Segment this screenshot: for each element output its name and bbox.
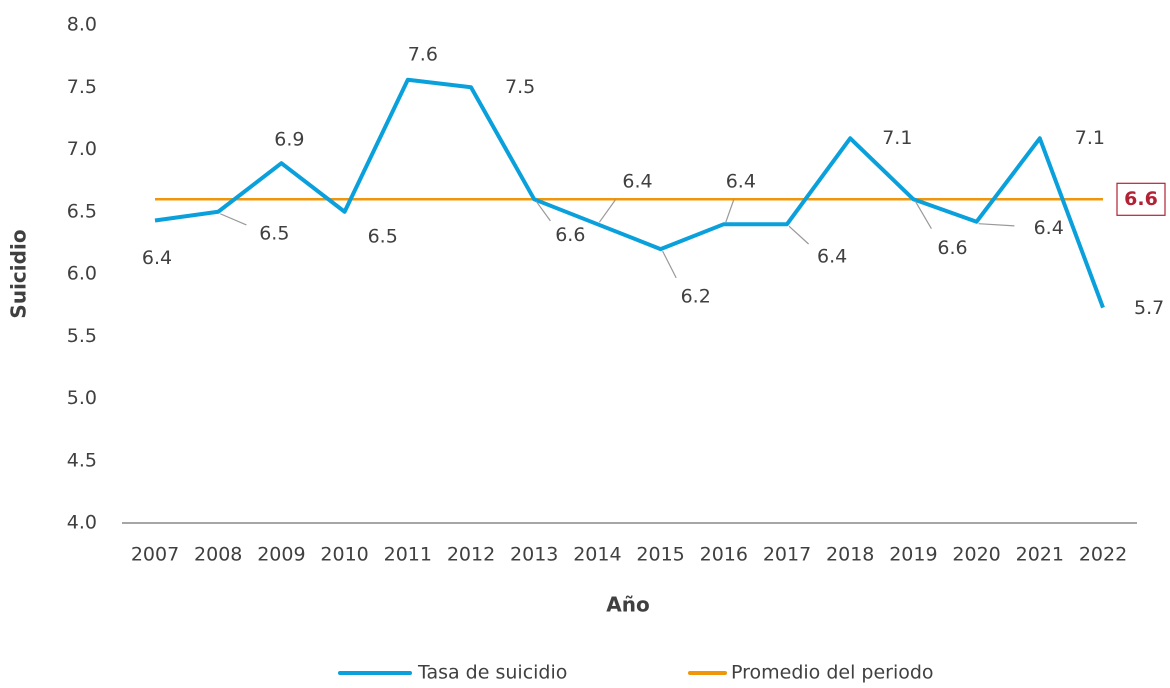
y-tick-label: 8.0 — [67, 14, 97, 36]
x-tick-label: 2016 — [700, 544, 748, 566]
x-tick-label: 2018 — [826, 544, 874, 566]
x-tick-label: 2014 — [573, 544, 621, 566]
y-tick-label: 7.0 — [67, 138, 97, 160]
data-label: 6.5 — [368, 225, 398, 247]
y-axis-title: Suicidio — [7, 229, 31, 318]
y-tick-label: 4.5 — [67, 449, 97, 471]
x-tick-label: 2022 — [1079, 544, 1127, 566]
data-label: 6.4 — [142, 247, 172, 269]
y-tick-label: 6.0 — [67, 263, 97, 285]
leader-line — [914, 200, 932, 230]
y-tick-label: 4.0 — [67, 512, 97, 534]
y-tick-label: 7.5 — [67, 76, 97, 98]
leader-line — [662, 250, 677, 279]
data-label: 6.6 — [555, 224, 585, 246]
x-tick-label: 2010 — [320, 544, 368, 566]
leader-line — [219, 213, 247, 226]
data-label: 6.4 — [817, 246, 847, 268]
x-tick-label: 2015 — [636, 544, 684, 566]
data-label: 6.4 — [622, 171, 652, 193]
leader-line — [598, 198, 617, 223]
x-tick-label: 2013 — [510, 544, 558, 566]
data-label: 7.1 — [1075, 127, 1105, 149]
data-label: 6.2 — [681, 286, 711, 308]
data-label: 6.4 — [1034, 217, 1064, 239]
y-tick-label: 5.5 — [67, 325, 97, 347]
x-tick-label: 2011 — [384, 544, 432, 566]
x-tick-label: 2007 — [131, 544, 179, 566]
x-axis-title: Año — [606, 593, 649, 617]
line-series — [154, 77, 1105, 309]
data-label: 5.7 — [1134, 297, 1164, 319]
x-tick-label: 2008 — [194, 544, 242, 566]
y-tick-label: 5.0 — [67, 387, 97, 409]
leader-line — [788, 225, 810, 245]
x-tick-label: 2019 — [889, 544, 937, 566]
data-label: 6.9 — [274, 129, 304, 151]
x-tick-label: 2009 — [257, 544, 305, 566]
leader-line — [535, 200, 551, 222]
data-label: 7.6 — [408, 43, 438, 65]
leader-line — [725, 198, 735, 223]
leader-line — [978, 223, 1015, 227]
legend-label: Tasa de suicidio — [417, 662, 567, 684]
data-label: 6.6 — [937, 237, 967, 259]
y-tick-label: 6.5 — [67, 200, 97, 222]
x-tick-label: 2017 — [763, 544, 811, 566]
x-tick-label: 2021 — [1016, 544, 1064, 566]
average-label-box — [1116, 182, 1166, 216]
data-label: 6.4 — [726, 171, 756, 193]
legend-label: Promedio del periodo — [731, 662, 934, 684]
average-label: 6.6 — [1124, 188, 1158, 210]
data-label: 6.5 — [259, 222, 289, 244]
data-label: 7.1 — [882, 127, 912, 149]
x-tick-label: 2012 — [447, 544, 495, 566]
x-tick-label: 2020 — [952, 544, 1000, 566]
data-label: 7.5 — [505, 76, 535, 98]
